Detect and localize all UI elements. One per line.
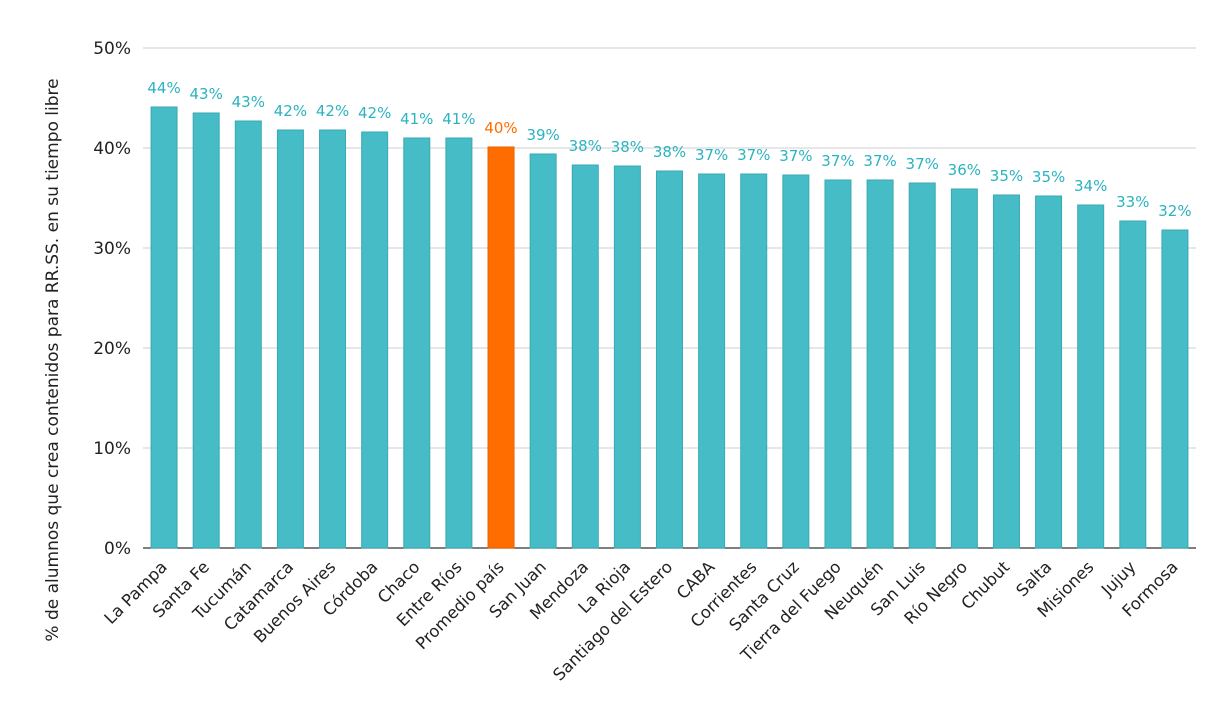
y-tick-labels: 0% 10% 20% 30% 40% 50% xyxy=(93,39,131,559)
bar xyxy=(319,129,347,549)
data-label: 37% xyxy=(695,146,728,164)
data-label: 38% xyxy=(569,137,602,155)
data-label: 43% xyxy=(232,93,265,111)
bar xyxy=(276,129,304,549)
y-tick-label: 30% xyxy=(93,239,131,259)
data-label: 37% xyxy=(821,152,854,170)
bar xyxy=(234,120,262,549)
bar xyxy=(1077,204,1105,549)
bar xyxy=(782,174,810,549)
bar xyxy=(908,182,936,549)
data-label: 33% xyxy=(1116,193,1149,211)
bar xyxy=(613,165,641,549)
data-label: 42% xyxy=(274,102,307,120)
bar xyxy=(698,173,726,549)
data-label: 43% xyxy=(190,85,223,103)
data-label: 37% xyxy=(779,147,812,165)
data-label: 36% xyxy=(948,161,981,179)
bar xyxy=(445,137,473,549)
data-label: 40% xyxy=(484,119,517,137)
data-label: 34% xyxy=(1074,177,1107,195)
y-tick-label: 0% xyxy=(104,539,131,559)
x-tick-label: Chubut xyxy=(958,557,1014,613)
bar xyxy=(740,173,768,549)
bar xyxy=(824,179,852,549)
bar xyxy=(1119,220,1147,549)
data-label: 38% xyxy=(611,138,644,156)
bar xyxy=(866,179,894,549)
data-label: 32% xyxy=(1158,202,1191,220)
data-label: 44% xyxy=(147,79,180,97)
bars-layer xyxy=(150,106,1189,549)
bar xyxy=(487,146,515,549)
bar xyxy=(656,170,683,549)
bar xyxy=(1161,229,1189,549)
bar xyxy=(192,112,220,549)
data-label: 37% xyxy=(863,152,896,170)
bar xyxy=(992,194,1020,549)
bar xyxy=(403,137,431,549)
data-label: 41% xyxy=(400,110,433,128)
data-label: 41% xyxy=(442,110,475,128)
bar xyxy=(950,188,978,549)
bar xyxy=(361,131,389,549)
data-labels-layer: 44% 43% 43% 42% 42% 42% 41% 41% 40% 39% 38% 38% 38% 3… xyxy=(147,79,1191,220)
y-tick-label: 10% xyxy=(93,439,131,459)
y-tick-label: 20% xyxy=(93,339,131,359)
bar xyxy=(150,106,178,549)
bar xyxy=(529,153,557,549)
y-axis-label: % de alumnos que crea contenidos para RR… xyxy=(43,78,63,641)
data-label: 42% xyxy=(358,104,391,122)
data-label: 42% xyxy=(316,102,349,120)
data-label: 38% xyxy=(653,143,686,161)
data-label: 37% xyxy=(737,146,770,164)
bar xyxy=(571,164,599,549)
y-tick-label: 40% xyxy=(93,139,131,159)
data-label: 39% xyxy=(526,126,559,144)
data-label: 37% xyxy=(906,155,939,173)
bar xyxy=(1035,195,1063,549)
y-tick-label: 50% xyxy=(93,39,131,59)
data-label: 35% xyxy=(990,167,1023,185)
data-label: 35% xyxy=(1032,168,1065,186)
